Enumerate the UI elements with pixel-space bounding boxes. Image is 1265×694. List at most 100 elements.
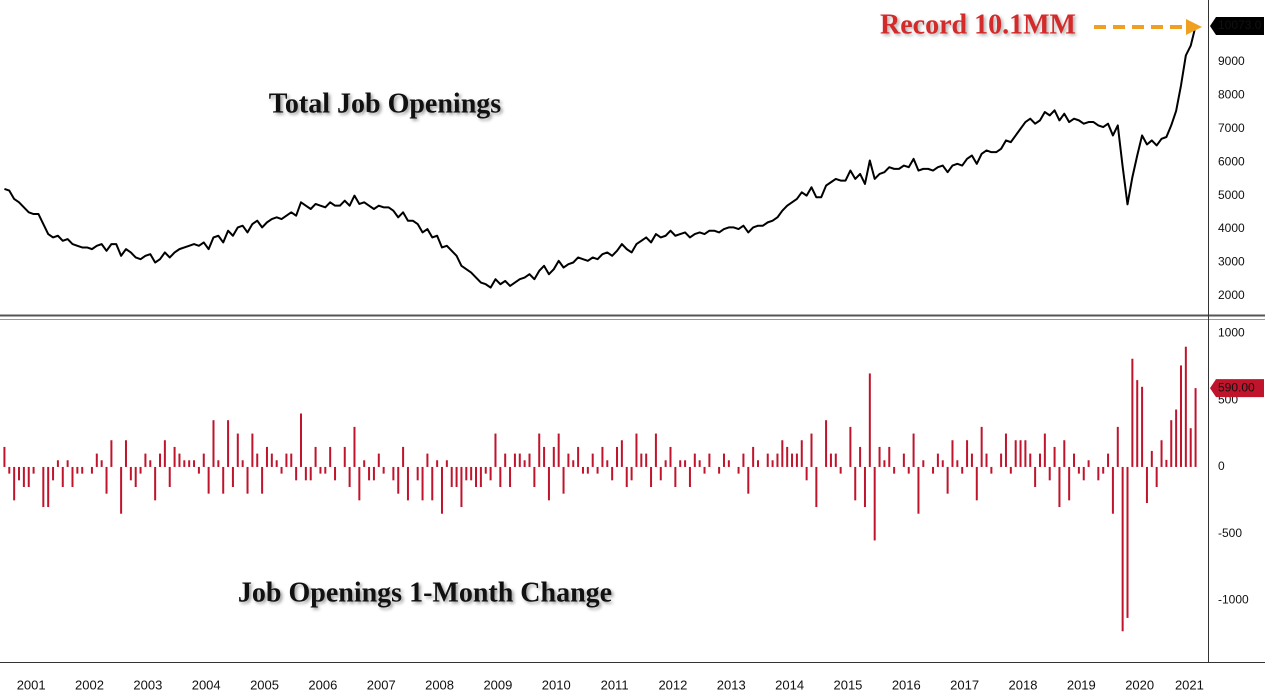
- bar: [110, 440, 113, 467]
- bar: [363, 460, 366, 467]
- bar: [251, 433, 254, 467]
- bar: [645, 453, 648, 467]
- bar: [227, 420, 230, 467]
- bar: [465, 466, 468, 481]
- bar: [285, 453, 288, 467]
- bar: [557, 433, 560, 467]
- bar: [708, 453, 711, 467]
- x-tick-label: 2001: [17, 677, 46, 692]
- bar: [105, 466, 108, 494]
- bar: [630, 466, 633, 481]
- x-tick-label: 2002: [75, 677, 104, 692]
- bar: [552, 446, 555, 467]
- x-tick-label: 2006: [308, 677, 337, 692]
- x-tick-label: 2009: [483, 677, 512, 692]
- bar: [547, 466, 550, 501]
- bar: [47, 466, 50, 508]
- bar: [902, 453, 905, 467]
- bar: [426, 453, 429, 467]
- bar: [95, 453, 98, 467]
- bar: [1165, 459, 1168, 467]
- bar: [163, 440, 166, 467]
- bar: [1029, 453, 1032, 467]
- bar: [795, 453, 798, 467]
- x-tick-label: 2020: [1125, 677, 1154, 692]
- bar: [1131, 358, 1134, 467]
- bar: [129, 466, 132, 481]
- line-series: [4, 25, 1197, 289]
- x-tick-label: 2004: [192, 677, 221, 692]
- bar: [684, 460, 687, 467]
- bar: [1048, 466, 1051, 481]
- bar: [149, 460, 152, 467]
- bar: [737, 466, 740, 474]
- bar: [504, 453, 507, 467]
- bar: [1077, 466, 1080, 474]
- y-tick-label: 4000: [1218, 221, 1245, 235]
- bar: [985, 453, 988, 467]
- bar: [815, 466, 818, 508]
- bar: [134, 466, 137, 487]
- bar: [966, 440, 969, 467]
- bar: [358, 466, 361, 501]
- bar: [747, 466, 750, 494]
- bar: [1009, 466, 1012, 474]
- bar: [76, 466, 79, 474]
- bar: [805, 466, 808, 481]
- bar: [1126, 466, 1129, 618]
- x-tick-label: 2019: [1067, 677, 1096, 692]
- bar: [834, 453, 837, 467]
- bar: [275, 460, 278, 467]
- bar: [1073, 453, 1076, 467]
- bar: [392, 466, 395, 481]
- bar: [139, 466, 142, 474]
- bar: [212, 420, 215, 467]
- bar: [222, 466, 225, 494]
- y-tick-label: 3000: [1218, 255, 1245, 269]
- bar: [300, 413, 302, 467]
- bar: [533, 466, 536, 487]
- bar: [470, 466, 473, 481]
- bar: [416, 466, 419, 481]
- bar: [800, 440, 803, 467]
- bar: [907, 466, 910, 474]
- bar: [348, 466, 351, 487]
- bar: [766, 453, 769, 467]
- bar: [402, 446, 405, 467]
- bar: [475, 466, 478, 487]
- bar: [572, 460, 575, 467]
- value-label-box: [1210, 379, 1264, 398]
- bar: [956, 460, 959, 467]
- bar: [936, 453, 939, 467]
- bar: [368, 466, 371, 481]
- bar: [406, 466, 409, 501]
- bar: [100, 460, 103, 467]
- y-tick-label: 9000: [1218, 54, 1245, 68]
- bar: [1155, 466, 1158, 487]
- bar: [679, 460, 682, 467]
- bar: [674, 466, 677, 487]
- y-tick-label: 7000: [1218, 121, 1245, 135]
- bar: [353, 426, 356, 467]
- bar: [1102, 466, 1105, 474]
- bar: [635, 433, 638, 467]
- bar: [786, 446, 789, 467]
- bar: [309, 466, 312, 481]
- bar: [120, 466, 123, 514]
- bar: [56, 460, 59, 467]
- bar: [990, 466, 993, 474]
- bar: [421, 466, 424, 501]
- bar: [499, 466, 502, 487]
- bar: [616, 446, 619, 467]
- bar: [1194, 388, 1197, 467]
- bar: [581, 466, 584, 474]
- bar: [791, 453, 794, 467]
- bar: [1107, 453, 1110, 467]
- bar: [455, 466, 458, 487]
- panel-title: Job Openings 1-Month Change: [238, 577, 612, 608]
- bar: [1170, 420, 1173, 467]
- bar: [932, 466, 935, 474]
- y-tick-label: 6000: [1218, 154, 1245, 168]
- bar: [61, 466, 64, 487]
- value-label: 590.00: [1218, 380, 1255, 394]
